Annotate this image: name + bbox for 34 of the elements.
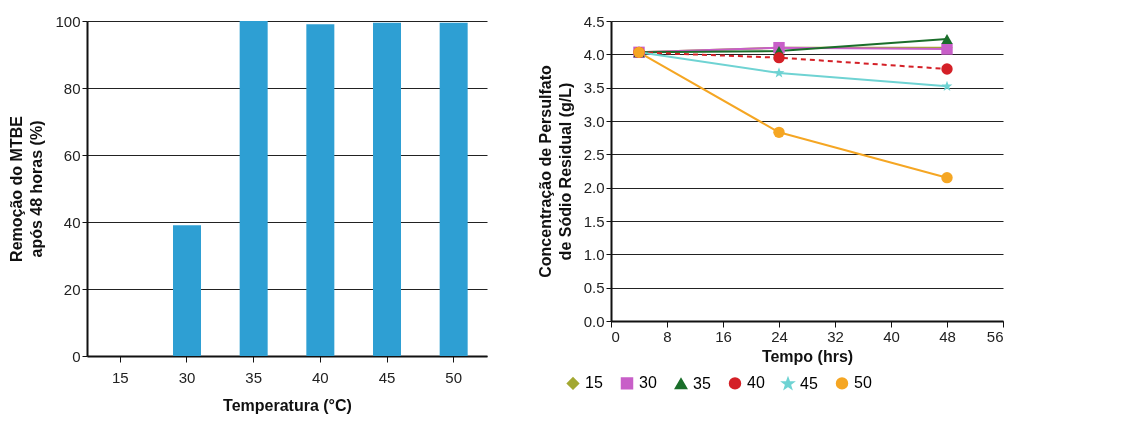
y-axis-title: Remoção do MTBE após 48 horas (%) bbox=[8, 115, 46, 262]
y-tick-label: 100 bbox=[55, 12, 81, 30]
y-tick-label: 0 bbox=[72, 347, 81, 365]
y-tick-label: 0.0 bbox=[583, 312, 605, 330]
y-tick-label: 2.5 bbox=[583, 145, 605, 163]
x-tick-label: 0 bbox=[611, 327, 620, 345]
x-axis-title: Tempo (hrs) bbox=[761, 347, 854, 365]
x-tick-label: 16 bbox=[715, 327, 732, 345]
y-tick-label: 3.0 bbox=[583, 112, 605, 130]
y-tick-label: 1.5 bbox=[583, 212, 605, 230]
y-tick-label: 80 bbox=[63, 79, 81, 97]
y-tick-label: 60 bbox=[63, 146, 81, 164]
y-tick-label: 4.0 bbox=[583, 45, 605, 63]
x-tick-label: 30 bbox=[178, 368, 196, 386]
y-tick-label: 20 bbox=[63, 280, 81, 298]
y-tick-label: 4.5 bbox=[583, 12, 605, 30]
x-tick-label: 24 bbox=[771, 327, 788, 345]
x-tick-label: 40 bbox=[311, 368, 329, 386]
x-tick-label: 35 bbox=[245, 368, 263, 386]
x-tick-label: 32 bbox=[827, 327, 844, 345]
y-tick-label: 2.0 bbox=[583, 179, 605, 197]
x-tick-label: 50 bbox=[445, 368, 463, 386]
x-axis-title: Temperatura (°C) bbox=[223, 396, 352, 414]
x-tick-label: 40 bbox=[883, 327, 900, 345]
y-tick-label: 40 bbox=[63, 213, 81, 231]
x-tick-label: 8 bbox=[663, 327, 672, 345]
y-axis-title: Concentração de Persulfato de Sódio Residual (g/L) bbox=[536, 65, 574, 278]
y-tick-label: 3.5 bbox=[583, 79, 605, 97]
x-tick-label: 56 bbox=[986, 327, 1004, 345]
x-tick-label: 15 bbox=[111, 368, 129, 386]
x-tick-label: 45 bbox=[378, 368, 396, 386]
y-tick-label: 0.5 bbox=[583, 279, 605, 297]
y-tick-label: 1.0 bbox=[583, 245, 605, 263]
x-tick-label: 48 bbox=[939, 327, 956, 345]
